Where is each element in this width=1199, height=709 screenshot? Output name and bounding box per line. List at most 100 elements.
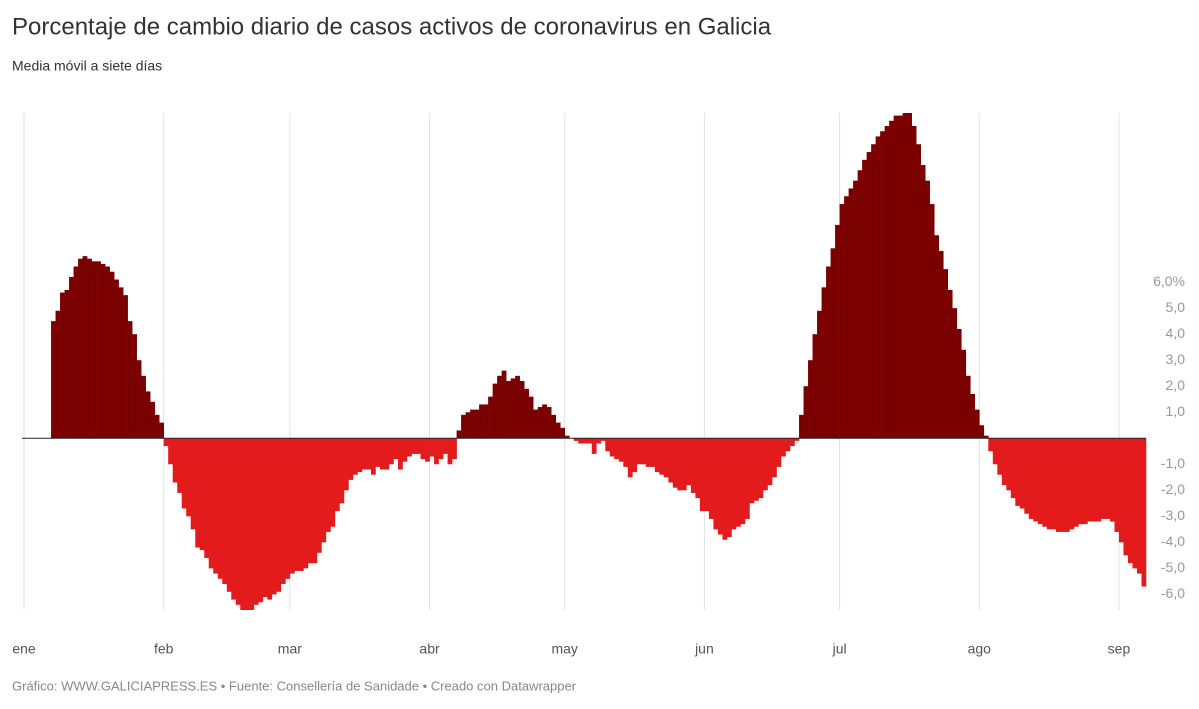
bar [551,414,557,439]
bar [96,261,101,439]
bar [866,152,872,439]
bar [546,407,552,439]
bar [731,438,737,530]
bar [1136,438,1142,574]
bar [352,438,358,475]
bar [506,381,511,439]
y-tick-label: -2,0 [1161,481,1185,497]
x-tick-label: abr [419,641,440,657]
bar [1042,438,1048,527]
bar [51,321,56,439]
bar [1141,438,1147,587]
bar [1010,438,1016,499]
bar [898,115,903,439]
bar [943,269,949,439]
bar [753,438,759,501]
bar [641,438,647,465]
bar [875,136,881,439]
bar [1123,438,1129,556]
bar [1033,438,1039,522]
bar [407,438,412,457]
bar [163,438,169,447]
bar [717,438,723,535]
y-tick-label: 4,0 [1166,325,1186,341]
bar [132,334,137,439]
bar [974,409,980,439]
x-tick-label: jul [832,641,847,657]
bar [366,438,372,470]
bar [713,438,719,530]
bar [636,438,642,465]
bar [1051,438,1057,530]
bar [920,165,926,439]
bar [235,438,241,605]
bar [285,438,291,579]
x-tick-label: mar [278,641,302,657]
bar [916,144,921,439]
bar [497,375,502,439]
bar [244,438,250,610]
bar [853,180,858,439]
bar [136,360,142,439]
bar [289,438,295,574]
bar [1091,438,1097,522]
bar [510,378,516,439]
bar [695,438,701,499]
bar [181,438,187,509]
bar [1073,438,1079,527]
bar [384,438,390,470]
bar [262,438,268,597]
bar [591,438,597,454]
bar [1109,438,1115,522]
bar [1100,438,1106,519]
bar [127,321,133,439]
bar [785,438,791,452]
bar [826,266,831,439]
bar [799,414,804,439]
bar [1046,438,1052,530]
y-tick-label: 6,0% [1153,273,1185,289]
bar [1028,438,1034,519]
bar [474,409,480,439]
bar [416,438,421,454]
bar [605,438,611,452]
bar [114,279,119,439]
bar [654,438,660,473]
bar [141,375,146,439]
bar [690,438,696,493]
bar [1064,438,1070,532]
bar [357,438,363,473]
bar [321,438,327,543]
bar [1132,438,1138,569]
bar [438,438,444,460]
bar [533,409,538,439]
bar [60,292,65,439]
bar [1096,438,1102,522]
bar [704,438,710,512]
bar [253,438,259,605]
bar [154,414,160,439]
bar [961,349,967,439]
bar [208,438,214,569]
bar [835,224,840,439]
bar [501,370,507,439]
bar [109,271,115,439]
bar [560,427,566,439]
bar [857,170,863,439]
bar [812,334,818,439]
bar [880,131,885,439]
bar [398,438,403,470]
chart-title: Porcentaje de cambio diario de casos act… [12,13,772,40]
bar [199,438,205,551]
bar [1118,438,1124,543]
bar [325,438,331,532]
bar [907,113,912,439]
bar [443,438,448,454]
bar [609,438,615,457]
bar [312,438,318,564]
bar [159,422,164,439]
bar [542,404,547,439]
bar [1078,438,1084,525]
bar [204,438,210,558]
bar [1055,438,1061,532]
